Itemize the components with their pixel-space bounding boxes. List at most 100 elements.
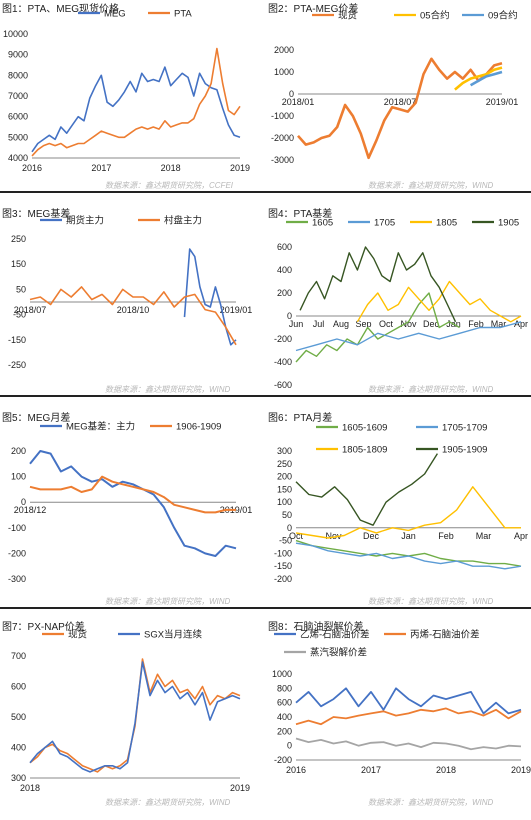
y-tick-label: 1000	[274, 67, 294, 77]
x-tick-label: 2018/07	[14, 305, 47, 315]
y-tick-label: -50	[13, 310, 26, 320]
y-tick-label: 600	[277, 698, 292, 708]
x-tick-label: Aug	[333, 319, 349, 329]
x-tick-label: 2016	[286, 765, 306, 775]
x-tick-label: Mar	[476, 531, 492, 541]
x-tick-label: Feb	[438, 531, 454, 541]
y-tick-label: 200	[277, 472, 292, 482]
chart-title: 图1：PTA、MEG现货价格	[2, 4, 120, 15]
legend-label: 1705	[374, 218, 395, 229]
y-tick-label: 400	[277, 265, 292, 275]
legend-label: PTA	[174, 9, 192, 20]
legend-label: 1805-1809	[342, 445, 387, 456]
chart-title: 图4：PTA基差	[268, 209, 333, 220]
source-note: 数据来源：鑫达期货研究院，WIND	[368, 385, 494, 394]
x-tick-label: Sep	[355, 319, 371, 329]
row-divider	[0, 395, 531, 397]
source-note: 数据来源：鑫达期货研究院，CCFEI	[105, 181, 233, 190]
x-tick-label: Apr	[514, 531, 528, 541]
series-line	[295, 737, 522, 751]
y-tick-label: -50	[279, 536, 292, 546]
x-tick-label: 2018/10	[117, 305, 150, 315]
y-tick-label: -250	[8, 360, 26, 370]
x-tick-label: Jan	[401, 531, 416, 541]
series-line	[295, 486, 521, 539]
x-tick-label: 2017	[361, 765, 381, 775]
legend-label: 期货主力	[66, 215, 104, 227]
legend-label: 现货	[338, 10, 357, 22]
legend-label: MEG	[104, 9, 126, 20]
legend-label: 村盘主力	[164, 215, 202, 227]
chart-pxnap-spread: 300 400 500 600 700 2018 2019 现货 SGX当月连续	[11, 629, 250, 794]
y-tick-label: 5000	[8, 132, 28, 142]
x-tick-label: Nov	[400, 319, 417, 329]
y-tick-label: 9000	[8, 50, 28, 60]
legend-label: 05合约	[420, 10, 450, 22]
row-divider	[0, 607, 531, 609]
x-tick-label: 2019/01	[486, 97, 519, 107]
y-tick-label: 0	[287, 741, 292, 751]
x-tick-label: 2016	[22, 163, 42, 173]
chart-title: 图3：MEG基差	[2, 209, 71, 220]
panel-6: 图6：PTA月差 -200 -150 -100 -50 0 50 100 150 200 250 3…	[266, 409, 531, 611]
panel-2: 图2：PTA-MEG价差 -3000 -2000 -1000 0 1000 2000 201…	[266, 0, 531, 202]
x-tick-label: 2018/12	[14, 505, 47, 515]
series-line	[295, 453, 438, 526]
chart-title: 图6：PTA月差	[268, 413, 333, 424]
y-tick-label: 200	[277, 726, 292, 736]
series-line	[356, 280, 522, 323]
y-tick-label: 0	[287, 523, 292, 533]
y-tick-label: 0	[289, 89, 294, 99]
x-tick-label: 2017	[91, 163, 111, 173]
x-tick-label: 2018/07	[384, 97, 417, 107]
y-tick-label: 250	[11, 234, 26, 244]
y-tick-label: 700	[11, 651, 26, 661]
x-tick-label: 2018	[161, 163, 181, 173]
y-tick-label: 600	[11, 682, 26, 692]
y-tick-label: 300	[277, 446, 292, 456]
legend-label: 1605-1609	[342, 423, 387, 434]
x-tick-label: Oct	[289, 531, 304, 541]
legend-label: 蒸汽裂解价差	[310, 647, 367, 659]
series-line	[297, 57, 503, 160]
chart-title: 图2：PTA-MEG价差	[268, 4, 359, 15]
y-tick-label: -200	[8, 548, 26, 558]
series-line	[295, 687, 522, 715]
x-tick-label: Dec	[423, 319, 440, 329]
x-tick-label: Dec	[363, 531, 380, 541]
series-line	[29, 286, 237, 346]
y-tick-label: 10000	[3, 29, 28, 39]
source-note: 数据来源：鑫达期货研究院，WIND	[368, 597, 494, 606]
y-tick-label: 600	[277, 242, 292, 252]
legend-label: 1905	[498, 218, 519, 229]
panel-5: 图5：MEG月差 -300 -200 -100 0 100 200 2018/12 2019/…	[0, 409, 265, 611]
legend-label: SGX当月连续	[144, 629, 203, 641]
legend-label: 1905-1909	[442, 445, 487, 456]
source-note: 数据来源：鑫达期货研究院，WIND	[368, 798, 494, 807]
x-tick-label: 2019	[230, 783, 250, 793]
y-tick-label: -1000	[271, 111, 294, 121]
legend-label: 1705-1709	[442, 423, 487, 434]
x-tick-label: Nov	[325, 531, 342, 541]
panel-7: 图7：PX-NAP价差 300 400 500 600 700 2018 2019 现货 SGX…	[0, 618, 265, 820]
y-tick-label: 100	[277, 497, 292, 507]
series-line	[299, 246, 457, 323]
y-tick-label: -600	[274, 380, 292, 390]
y-tick-label: 2000	[274, 45, 294, 55]
legend-label: 现货	[68, 629, 87, 641]
legend-label: 丙烯-石脑油价差	[410, 629, 480, 641]
y-tick-label: 0	[21, 497, 26, 507]
chart-naphtha-crack-spread: -200 0 200 400 600 800 1000 2016 2017 2018 2019 乙烯-…	[272, 629, 531, 776]
y-tick-label: 50	[282, 510, 292, 520]
series-line	[469, 70, 503, 87]
panel-1: 图1：PTA、MEG现货价格 4000 5000 6000 7000 8000 9000 1…	[0, 0, 265, 202]
y-tick-label: -200	[274, 334, 292, 344]
source-note: 数据来源：鑫达期货研究院，WIND	[105, 798, 231, 807]
chart-pta-month-spread: -200 -150 -100 -50 0 50 100 150 200 250 300 Oct Nov D…	[274, 423, 528, 585]
series-line	[183, 248, 237, 346]
source-note: 数据来源：鑫达期货研究院，WIND	[105, 385, 231, 394]
x-tick-label: Mar	[491, 319, 507, 329]
y-tick-label: 250	[277, 459, 292, 469]
y-tick-label: 7000	[8, 91, 28, 101]
